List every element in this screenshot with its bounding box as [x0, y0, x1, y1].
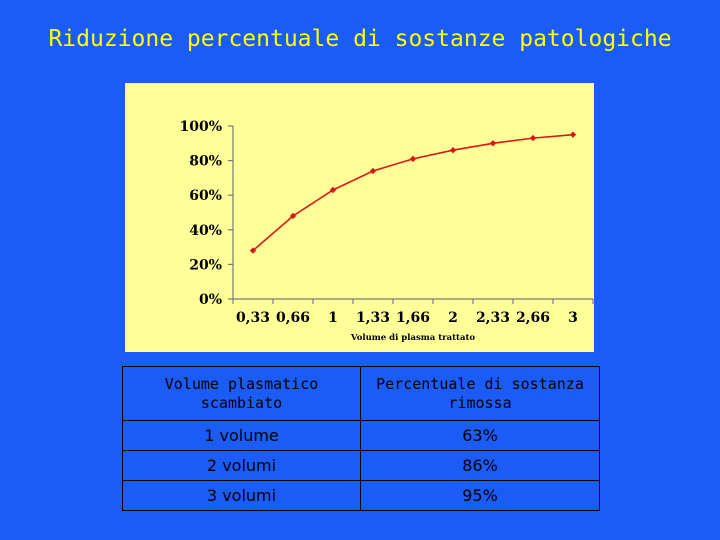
- y-tick-label: 60%: [189, 188, 222, 204]
- y-tick-labels: 0% 20% 40% 60% 80% 100%: [179, 119, 222, 308]
- data-point: [329, 186, 337, 194]
- x-axis-label: Volume di plasma trattato: [350, 333, 476, 343]
- series-group: [249, 131, 577, 254]
- header-percent-line2: rimossa: [448, 393, 512, 412]
- table-cell-percent: 95%: [360, 480, 600, 511]
- series-line: [252, 133, 574, 252]
- data-point: [249, 247, 257, 254]
- header-percent-line1: Percentuale di sostanza: [376, 374, 584, 393]
- x-tick-label: 0,66: [276, 310, 310, 326]
- x-tick-label: 2,33: [476, 310, 510, 326]
- chart-axes: [228, 125, 594, 304]
- data-point: [409, 155, 417, 163]
- table-row: 1 volume 63%: [122, 420, 600, 451]
- header-volume-line2: scambiato: [200, 393, 283, 412]
- data-point: [289, 212, 297, 220]
- y-tick-label: 20%: [189, 257, 222, 273]
- table-row: 2 volumi 86%: [122, 450, 600, 481]
- data-point: [529, 134, 537, 142]
- y-tick-label: 40%: [189, 223, 222, 239]
- data-point: [449, 147, 457, 154]
- table-cell-volume: 2 volumi: [122, 450, 361, 481]
- table-cell-volume: 1 volume: [122, 420, 361, 451]
- header-volume: Volume plasmatico scambiato: [122, 366, 361, 421]
- data-point: [569, 131, 577, 138]
- y-tick-label: 80%: [189, 154, 222, 170]
- line-chart: 0% 20% 40% 60% 80% 100% 0,33 0,66 1 1,33 1,66 2 2,3…: [179, 119, 594, 343]
- y-tick-label: 100%: [179, 119, 222, 135]
- x-tick-label: 1,66: [396, 310, 430, 326]
- chart-panel: 0% 20% 40% 60% 80% 100% 0,33 0,66 1 1,33 1,66 2 2,3…: [125, 83, 594, 352]
- table-row: 3 volumi 95%: [122, 480, 600, 511]
- data-table: Volume plasmatico scambiato Percentuale …: [122, 366, 600, 511]
- x-tick-labels: 0,33 0,66 1 1,33 1,66 2 2,33 2,66 3: [236, 310, 578, 326]
- data-point: [369, 167, 377, 175]
- header-volume-line1: Volume plasmatico: [164, 374, 319, 393]
- x-tick-label: 2,66: [516, 310, 550, 326]
- x-tick-label: 1,33: [356, 310, 390, 326]
- table-cell-volume: 3 volumi: [122, 480, 361, 511]
- table-cell-percent: 63%: [360, 420, 600, 451]
- header-percent: Percentuale di sostanza rimossa: [360, 366, 600, 421]
- table-header-row: Volume plasmatico scambiato Percentuale …: [122, 366, 600, 421]
- x-tick-label: 1: [328, 310, 338, 326]
- y-tick-label: 0%: [199, 292, 222, 308]
- x-tick-label: 3: [568, 310, 578, 326]
- table-cell-percent: 86%: [360, 450, 600, 481]
- x-tick-label: 0,33: [236, 310, 270, 326]
- data-point: [489, 140, 497, 147]
- x-tick-label: 2: [448, 310, 458, 326]
- slide-title: Riduzione percentuale di sostanze patolo…: [48, 26, 672, 52]
